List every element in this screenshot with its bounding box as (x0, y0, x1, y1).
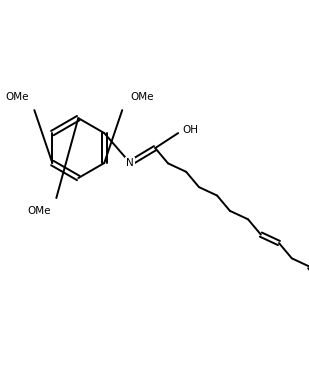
Text: OMe: OMe (130, 92, 154, 102)
Text: OMe: OMe (28, 206, 51, 216)
Text: OH: OH (182, 125, 198, 135)
Text: OMe: OMe (6, 92, 29, 102)
Text: N: N (126, 158, 134, 168)
